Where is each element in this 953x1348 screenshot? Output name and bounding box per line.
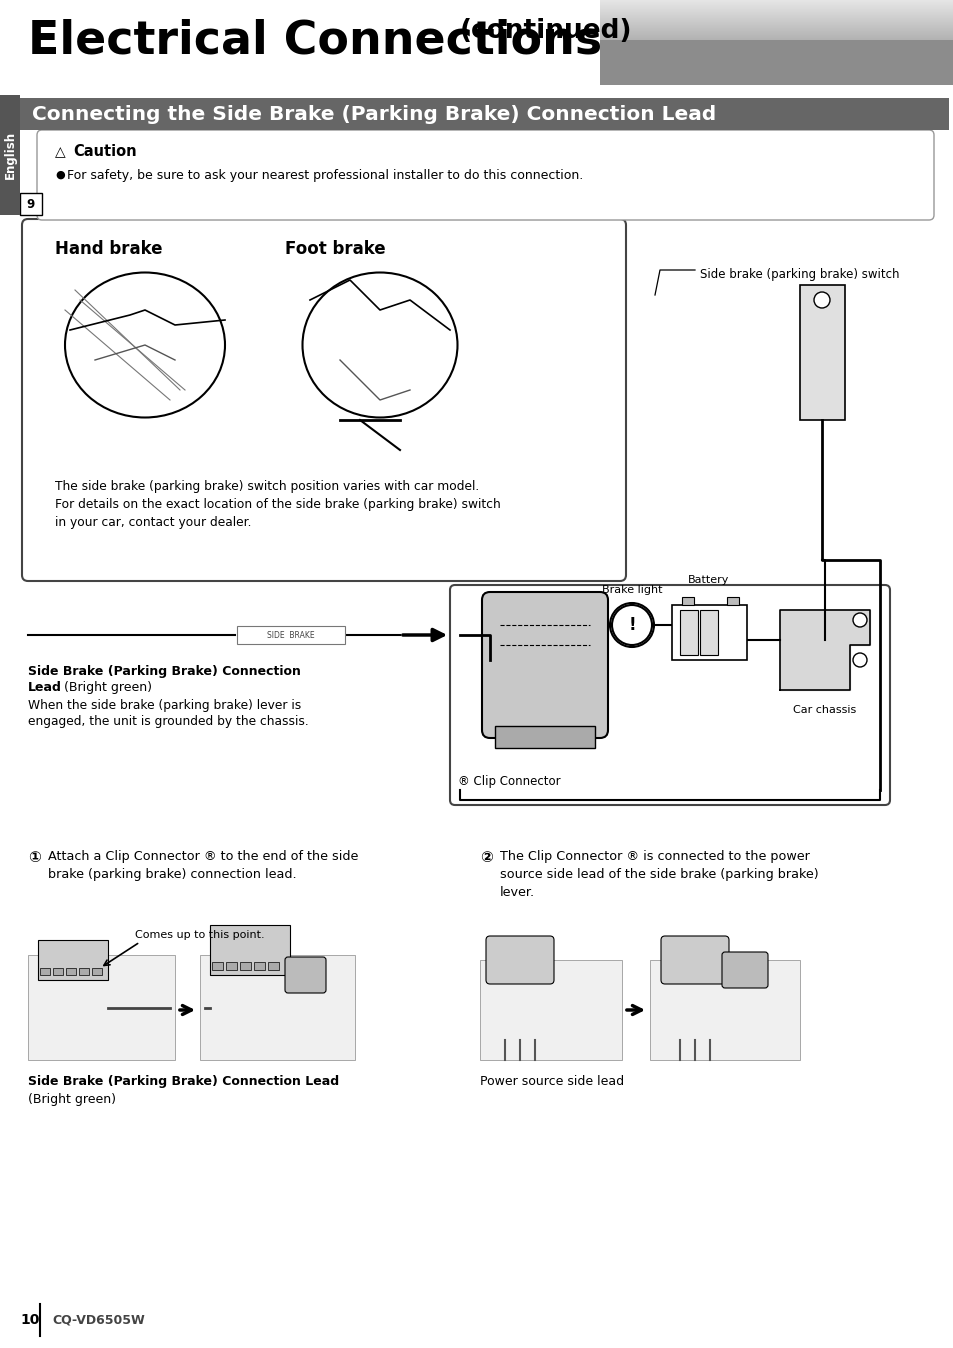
Text: 10: 10 xyxy=(20,1313,39,1326)
Bar xyxy=(20,98,948,129)
Bar xyxy=(649,960,800,1060)
Bar xyxy=(66,968,76,975)
FancyBboxPatch shape xyxy=(481,592,607,737)
Text: Car chassis: Car chassis xyxy=(793,705,856,714)
Text: (Bright green): (Bright green) xyxy=(28,1093,116,1105)
Text: (Bright green): (Bright green) xyxy=(60,681,152,694)
Text: Attach a Clip Connector ® to the end of the side: Attach a Clip Connector ® to the end of … xyxy=(48,851,358,863)
Text: engaged, the unit is grounded by the chassis.: engaged, the unit is grounded by the cha… xyxy=(28,714,309,728)
Circle shape xyxy=(852,652,866,667)
FancyBboxPatch shape xyxy=(450,585,889,805)
Text: Caution: Caution xyxy=(73,144,136,159)
FancyBboxPatch shape xyxy=(660,936,728,984)
FancyBboxPatch shape xyxy=(285,957,326,993)
Bar xyxy=(253,962,265,971)
Text: For safety, be sure to ask your nearest professional installer to do this connec: For safety, be sure to ask your nearest … xyxy=(67,168,582,182)
Text: Brake light: Brake light xyxy=(601,585,661,594)
FancyBboxPatch shape xyxy=(721,952,767,988)
Bar xyxy=(700,611,718,655)
FancyBboxPatch shape xyxy=(485,936,554,984)
Text: lever.: lever. xyxy=(499,886,535,899)
Bar xyxy=(236,625,345,644)
Bar xyxy=(0,94,20,214)
Text: △: △ xyxy=(55,146,66,159)
Text: Comes up to this point.: Comes up to this point. xyxy=(135,930,264,940)
Bar xyxy=(681,597,693,605)
Text: ® Clip Connector: ® Clip Connector xyxy=(457,775,560,789)
Circle shape xyxy=(618,612,644,638)
Text: ●: ● xyxy=(55,170,65,181)
Text: brake (parking brake) connection lead.: brake (parking brake) connection lead. xyxy=(48,868,296,882)
Bar xyxy=(28,954,174,1060)
Bar xyxy=(38,940,108,980)
Text: Foot brake: Foot brake xyxy=(285,240,385,257)
Bar xyxy=(212,962,223,971)
Polygon shape xyxy=(780,611,869,690)
Bar xyxy=(20,193,42,214)
Text: Electrical Connections: Electrical Connections xyxy=(28,18,601,63)
Text: The Clip Connector ® is connected to the power: The Clip Connector ® is connected to the… xyxy=(499,851,809,863)
Bar xyxy=(479,960,621,1060)
Text: 9: 9 xyxy=(27,198,35,210)
Bar xyxy=(268,962,278,971)
Circle shape xyxy=(852,613,866,627)
Text: When the side brake (parking brake) lever is: When the side brake (parking brake) leve… xyxy=(28,700,301,712)
Circle shape xyxy=(813,293,829,307)
Bar xyxy=(91,968,102,975)
Bar xyxy=(800,284,844,421)
Circle shape xyxy=(609,603,654,647)
Bar xyxy=(79,968,89,975)
Text: The side brake (parking brake) switch position varies with car model.: The side brake (parking brake) switch po… xyxy=(55,480,478,493)
Bar xyxy=(726,597,739,605)
Text: Lead: Lead xyxy=(28,681,62,694)
Text: Side brake (parking brake) switch: Side brake (parking brake) switch xyxy=(700,268,899,280)
Bar xyxy=(495,727,595,748)
Text: (continued): (continued) xyxy=(459,18,632,44)
Bar xyxy=(226,962,236,971)
Text: SIDE  BRAKE: SIDE BRAKE xyxy=(267,631,314,639)
Text: Side Brake (Parking Brake) Connection: Side Brake (Parking Brake) Connection xyxy=(28,665,300,678)
Bar xyxy=(679,611,698,655)
Text: ①: ① xyxy=(28,851,41,865)
FancyBboxPatch shape xyxy=(37,129,933,220)
Bar xyxy=(53,968,63,975)
Text: in your car, contact your dealer.: in your car, contact your dealer. xyxy=(55,516,252,528)
Bar xyxy=(40,968,50,975)
Circle shape xyxy=(612,605,651,644)
Bar xyxy=(210,925,290,975)
Text: For details on the exact location of the side brake (parking brake) switch: For details on the exact location of the… xyxy=(55,497,500,511)
Bar xyxy=(671,605,746,661)
Text: ②: ② xyxy=(479,851,493,865)
Bar xyxy=(200,954,355,1060)
Text: CQ-VD6505W: CQ-VD6505W xyxy=(52,1313,145,1326)
Text: Hand brake: Hand brake xyxy=(55,240,162,257)
Text: Connecting the Side Brake (Parking Brake) Connection Lead: Connecting the Side Brake (Parking Brake… xyxy=(32,105,716,124)
FancyBboxPatch shape xyxy=(22,218,625,581)
Text: Battery: Battery xyxy=(688,576,729,585)
Bar xyxy=(240,962,251,971)
Text: Power source side lead: Power source side lead xyxy=(479,1074,623,1088)
Text: source side lead of the side brake (parking brake): source side lead of the side brake (park… xyxy=(499,868,818,882)
Text: English: English xyxy=(4,131,16,179)
Text: Side Brake (Parking Brake) Connection Lead: Side Brake (Parking Brake) Connection Le… xyxy=(28,1074,338,1088)
Text: !: ! xyxy=(627,616,635,634)
